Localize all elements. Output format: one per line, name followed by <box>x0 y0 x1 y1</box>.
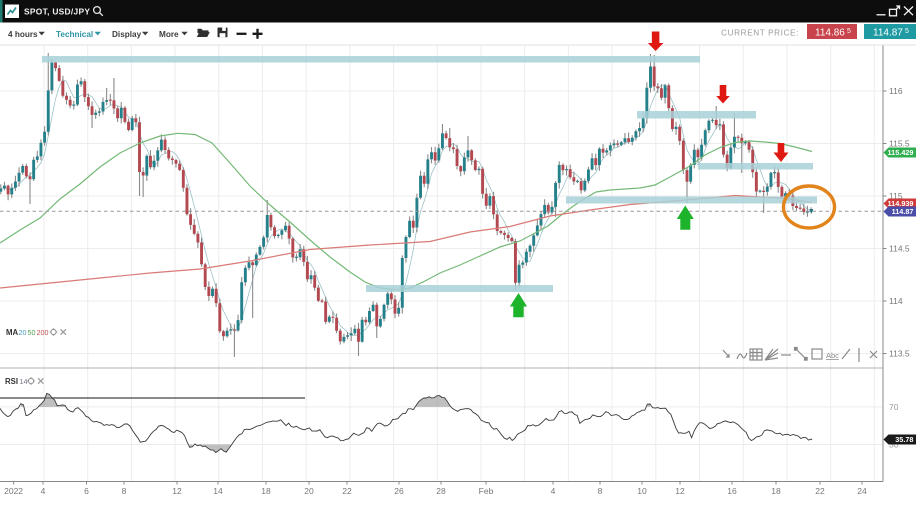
svg-text:4 hours: 4 hours <box>8 30 38 39</box>
svg-text:26: 26 <box>394 486 404 496</box>
svg-text:12: 12 <box>675 486 685 496</box>
svg-text:Technical: Technical <box>56 30 93 39</box>
svg-text:70: 70 <box>889 402 899 412</box>
svg-text:MA: MA <box>6 328 18 337</box>
svg-text:18: 18 <box>771 486 781 496</box>
svg-text:16: 16 <box>727 486 737 496</box>
svg-text:5: 5 <box>847 28 851 35</box>
svg-text:28: 28 <box>436 486 446 496</box>
svg-text:4: 4 <box>41 486 46 496</box>
svg-text:CURRENT PRICE:: CURRENT PRICE: <box>721 29 799 38</box>
svg-text:18: 18 <box>261 486 271 496</box>
svg-text:20: 20 <box>304 486 314 496</box>
svg-text:14: 14 <box>213 486 223 496</box>
svg-text:113.5: 113.5 <box>889 349 910 359</box>
svg-text:Display: Display <box>112 30 142 39</box>
svg-text:4: 4 <box>551 486 556 496</box>
svg-text:114.87: 114.87 <box>892 207 914 216</box>
svg-text:24: 24 <box>857 486 867 496</box>
svg-text:Feb: Feb <box>479 486 494 496</box>
svg-text:114.5: 114.5 <box>889 244 910 254</box>
svg-text:RSI: RSI <box>5 377 18 386</box>
svg-text:115.5: 115.5 <box>889 139 910 149</box>
svg-text:115: 115 <box>889 191 903 201</box>
svg-text:6: 6 <box>84 486 89 496</box>
svg-text:114.86: 114.86 <box>815 28 845 39</box>
svg-text:116: 116 <box>889 86 903 96</box>
svg-text:8: 8 <box>122 486 127 496</box>
svg-text:114: 114 <box>889 296 903 306</box>
svg-text:114.87: 114.87 <box>873 28 903 39</box>
svg-text:114.939: 114.939 <box>888 199 914 208</box>
svg-text:5: 5 <box>905 28 909 35</box>
svg-text:12: 12 <box>172 486 182 496</box>
svg-text:200: 200 <box>37 328 49 337</box>
svg-text:8: 8 <box>598 486 603 496</box>
svg-text:35.78: 35.78 <box>895 435 913 444</box>
svg-text:SPOT, USD/JPY: SPOT, USD/JPY <box>24 7 90 17</box>
svg-text:2022: 2022 <box>4 486 23 496</box>
svg-text:115.429: 115.429 <box>888 148 914 157</box>
svg-text:Abc: Abc <box>826 351 839 360</box>
svg-text:50: 50 <box>28 328 36 337</box>
svg-text:14: 14 <box>20 377 28 386</box>
svg-text:22: 22 <box>815 486 825 496</box>
svg-text:22: 22 <box>342 486 352 496</box>
svg-text:More: More <box>159 30 179 39</box>
svg-text:20: 20 <box>19 328 27 337</box>
svg-text:10: 10 <box>637 486 647 496</box>
